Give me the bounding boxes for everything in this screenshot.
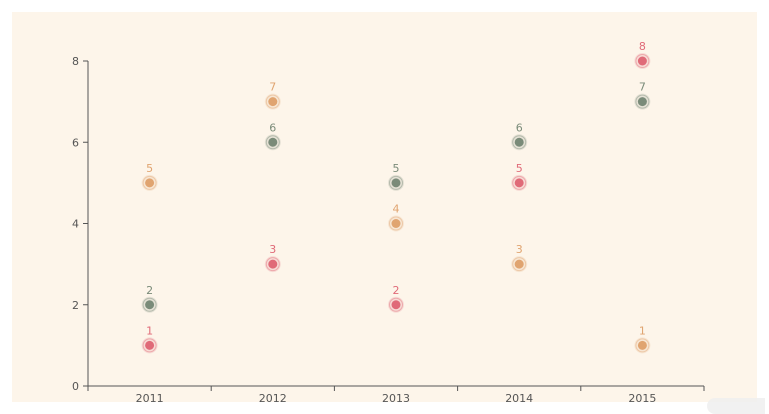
point-ring xyxy=(265,257,280,272)
point-ring xyxy=(265,135,280,150)
data-label: 6 xyxy=(516,121,523,134)
data-label: 8 xyxy=(639,40,646,53)
data-label: 1 xyxy=(639,324,646,337)
data-point xyxy=(391,300,401,310)
data-label: 2 xyxy=(146,284,153,297)
data-point xyxy=(391,178,401,188)
point-ring xyxy=(389,297,403,312)
chart-area: 0 2 4 6 8 2011 2012 2013 2014 2015 1 3 2 5 8 2 6 5 6 7 5 7 4 3… xyxy=(12,12,765,414)
point-ring xyxy=(389,216,403,231)
x-tick-label: 2014 xyxy=(505,392,533,402)
point-ring xyxy=(512,175,527,190)
data-point xyxy=(268,259,278,269)
y-tick-label: 6 xyxy=(72,136,79,149)
y-tick-label: 0 xyxy=(72,380,79,393)
data-label: 5 xyxy=(516,162,523,175)
data-label: 5 xyxy=(146,162,153,175)
data-point xyxy=(268,137,278,147)
point-ring xyxy=(142,297,157,312)
x-tick-label: 2011 xyxy=(136,392,164,402)
x-tick-label: 2012 xyxy=(259,392,287,402)
point-ring xyxy=(512,257,527,272)
point-ring xyxy=(635,338,650,353)
data-label: 5 xyxy=(393,162,400,175)
y-tick-label: 4 xyxy=(72,218,79,231)
point-ring xyxy=(142,338,157,353)
data-point xyxy=(391,219,401,228)
scroll-handle[interactable] xyxy=(707,398,765,414)
point-ring xyxy=(635,54,650,68)
data-label: 4 xyxy=(393,203,400,216)
data-point xyxy=(637,340,647,350)
data-label: 1 xyxy=(146,324,153,337)
x-tick-label: 2015 xyxy=(628,392,656,402)
data-label: 2 xyxy=(393,284,400,297)
point-ring xyxy=(635,94,650,109)
point-ring xyxy=(389,175,403,190)
data-labels-group: 1 3 2 5 8 2 6 5 6 7 5 7 4 3 1 xyxy=(146,40,646,337)
ticks-group: 0 2 4 6 8 2011 2012 2013 2014 2015 xyxy=(72,55,705,402)
y-tick-label: 8 xyxy=(72,55,79,68)
data-point xyxy=(637,56,647,66)
data-label: 7 xyxy=(639,81,646,94)
point-ring xyxy=(512,135,527,150)
point-ring xyxy=(142,175,157,190)
x-tick-label: 2013 xyxy=(382,392,410,402)
data-point xyxy=(514,137,524,147)
data-point xyxy=(637,97,647,107)
point-ring xyxy=(265,94,280,109)
data-label: 3 xyxy=(269,243,276,256)
data-point xyxy=(145,340,155,350)
data-label: 7 xyxy=(269,81,276,94)
scatter-chart: 0 2 4 6 8 2011 2012 2013 2014 2015 1 3 2 5 8 2 6 5 6 7 5 7 4 3… xyxy=(72,40,705,402)
y-tick-label: 2 xyxy=(72,299,79,312)
data-point xyxy=(514,259,524,269)
data-label: 6 xyxy=(269,121,276,134)
data-point xyxy=(145,300,155,310)
data-point xyxy=(514,178,524,188)
points-group xyxy=(141,53,651,354)
data-point xyxy=(145,178,155,188)
data-label: 3 xyxy=(516,243,523,256)
data-point xyxy=(268,97,278,107)
